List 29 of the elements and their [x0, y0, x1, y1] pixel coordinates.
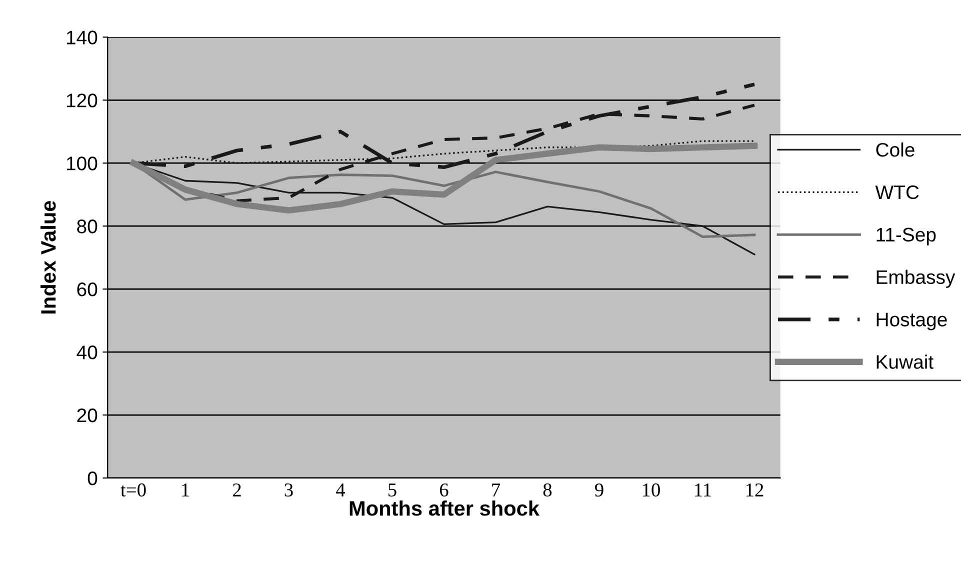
x-tick-label: 10: [642, 483, 660, 497]
x-tick-label: 3: [284, 483, 293, 497]
y-tick-label: 80: [77, 220, 98, 234]
x-tick-label: 5: [388, 484, 396, 497]
legend-label: 11-Sep: [876, 228, 936, 246]
x-tick-label: 11: [695, 484, 711, 496]
x-tick-label: 6: [440, 483, 448, 497]
legend-label: Hostage: [876, 312, 947, 330]
x-tick-label: 4: [336, 484, 346, 496]
y-tick-label: 20: [77, 408, 98, 422]
legend-label: Cole: [876, 142, 914, 157]
legend-label: Kuwait: [876, 354, 934, 369]
y-tick-label: 60: [77, 282, 98, 296]
x-axis-title: Months after shock: [350, 500, 540, 516]
y-axis-title: Index Value: [40, 200, 56, 314]
x-tick-label: t=0: [120, 483, 146, 497]
y-tick-label: 40: [76, 346, 98, 360]
x-tick-label: 1: [182, 484, 189, 496]
x-tick-label: 8: [543, 483, 552, 497]
legend-label: WTC: [875, 185, 919, 200]
y-tick-label: 0: [88, 471, 98, 486]
x-tick-label: 12: [746, 483, 764, 496]
x-tick-label: 9: [594, 483, 604, 497]
y-tick-label: 120: [66, 94, 98, 108]
x-tick-label: 7: [492, 484, 500, 496]
y-tick-label: 100: [66, 156, 98, 170]
legend-label: Embassy: [876, 270, 956, 288]
y-tick-label: 140: [66, 30, 98, 44]
x-tick-label: 2: [232, 483, 241, 496]
